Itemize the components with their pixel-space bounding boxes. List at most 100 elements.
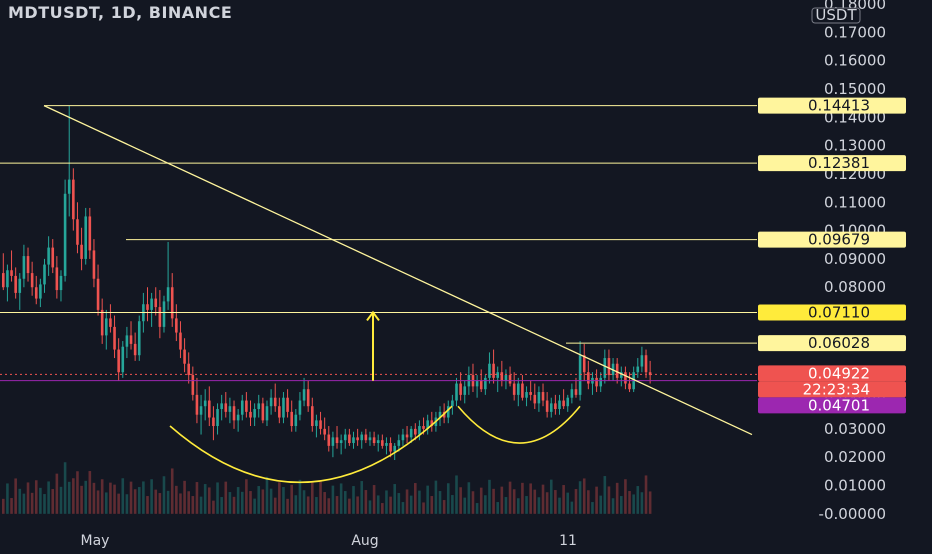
volume-bar — [467, 482, 471, 514]
volume-bar — [175, 485, 178, 514]
price-axis: 0.180000.170000.160000.150000.140000.130… — [811, 0, 886, 523]
candle-body — [409, 428, 413, 438]
volume-bar — [117, 493, 120, 514]
time-axis: May Aug 11 — [81, 533, 577, 549]
volume-bar — [508, 481, 512, 514]
volume-bar — [63, 462, 67, 514]
candle-body — [603, 358, 607, 378]
candle-body — [265, 406, 269, 421]
candle-body — [348, 434, 351, 444]
volume-bar — [315, 497, 318, 514]
volume-bar — [18, 488, 22, 514]
volume-bar — [298, 479, 302, 514]
volume-bar — [76, 471, 79, 514]
candle-body — [628, 383, 631, 390]
candle-body — [372, 437, 376, 444]
candle-body — [558, 400, 561, 410]
candle-body — [294, 414, 298, 427]
candle-body — [105, 318, 108, 336]
candle-body — [245, 400, 248, 412]
candle-body — [129, 335, 133, 344]
volume-bar — [142, 481, 145, 514]
x-tick-label: 11 — [559, 533, 577, 549]
volume-bar — [26, 482, 30, 514]
candle-body — [352, 437, 355, 444]
volume-bar — [109, 482, 112, 514]
candle-body — [364, 434, 368, 441]
price-tag-label: 22:23:34 — [803, 380, 870, 398]
volume-bar — [220, 497, 223, 514]
y-tick-label: 0.11000 — [824, 193, 886, 211]
candle-body — [405, 434, 409, 438]
candle-body — [273, 397, 277, 407]
volume-bar — [521, 482, 524, 514]
volume-bar — [34, 480, 38, 514]
candle-body — [339, 440, 343, 444]
price-tag-label: 0.12381 — [808, 154, 870, 172]
candle-body — [488, 363, 491, 378]
candle-body — [286, 397, 289, 412]
volume-bar — [306, 496, 310, 514]
candle-body — [549, 403, 553, 412]
volume-bar — [578, 481, 582, 514]
candle-body — [451, 400, 454, 407]
volume-bar — [517, 498, 520, 514]
candle-body — [554, 403, 557, 410]
volume-bar — [426, 485, 429, 514]
candle-body — [360, 434, 364, 441]
candle-body — [446, 406, 450, 418]
candle-body — [521, 383, 524, 398]
candle-body — [137, 321, 141, 356]
volume-bar — [80, 485, 83, 514]
volume-bar — [352, 486, 355, 514]
volume-bar — [113, 484, 116, 514]
volume-bar — [154, 489, 158, 514]
volume-bar — [562, 485, 565, 514]
candle-body — [290, 411, 293, 427]
volume-bar — [269, 488, 273, 514]
y-tick-label: 0.08000 — [824, 278, 886, 296]
volume-bar — [393, 484, 396, 514]
volume-bar — [187, 491, 190, 514]
volume-bar — [537, 497, 541, 514]
candle-body — [385, 443, 388, 446]
currency-badge-box — [811, 7, 861, 24]
volume-bar — [257, 486, 261, 514]
volume-bar — [96, 490, 100, 514]
candle-body — [228, 406, 232, 412]
candle-body — [63, 193, 67, 276]
candle-body — [640, 355, 644, 367]
volume-bar — [624, 479, 627, 514]
candle-body — [14, 275, 17, 293]
volume-bar — [191, 496, 195, 514]
candle-body — [500, 372, 504, 381]
candle-body — [179, 332, 182, 350]
candle-body — [562, 400, 565, 407]
candle-body — [422, 426, 425, 429]
candle-body — [582, 355, 586, 373]
volume-bar — [294, 495, 298, 514]
volume-bar — [566, 492, 570, 514]
symbol-title: MDTUSDT, 1D, BINANCE — [8, 3, 233, 22]
volume-bar — [133, 489, 137, 514]
volume-bar — [343, 491, 347, 514]
volume-bar — [67, 481, 71, 514]
candle-body — [484, 377, 487, 390]
candle-body — [525, 392, 528, 398]
volume-bar — [203, 484, 207, 514]
candle-body — [34, 287, 38, 299]
candle-body — [517, 383, 520, 395]
volume-bar — [348, 498, 351, 514]
candle-body — [22, 256, 26, 279]
candle-body — [133, 343, 137, 356]
volume-bar — [422, 502, 425, 514]
price-tags: 0.14413 0.12381 0.09679 0.07110 0.06028 0.049… — [758, 97, 906, 414]
candle-body — [496, 372, 499, 378]
price-tag-box — [758, 97, 906, 114]
volume-bar — [1, 498, 5, 514]
volume-bar — [273, 497, 277, 514]
candle-body — [216, 409, 219, 427]
volume-bar — [640, 492, 644, 514]
